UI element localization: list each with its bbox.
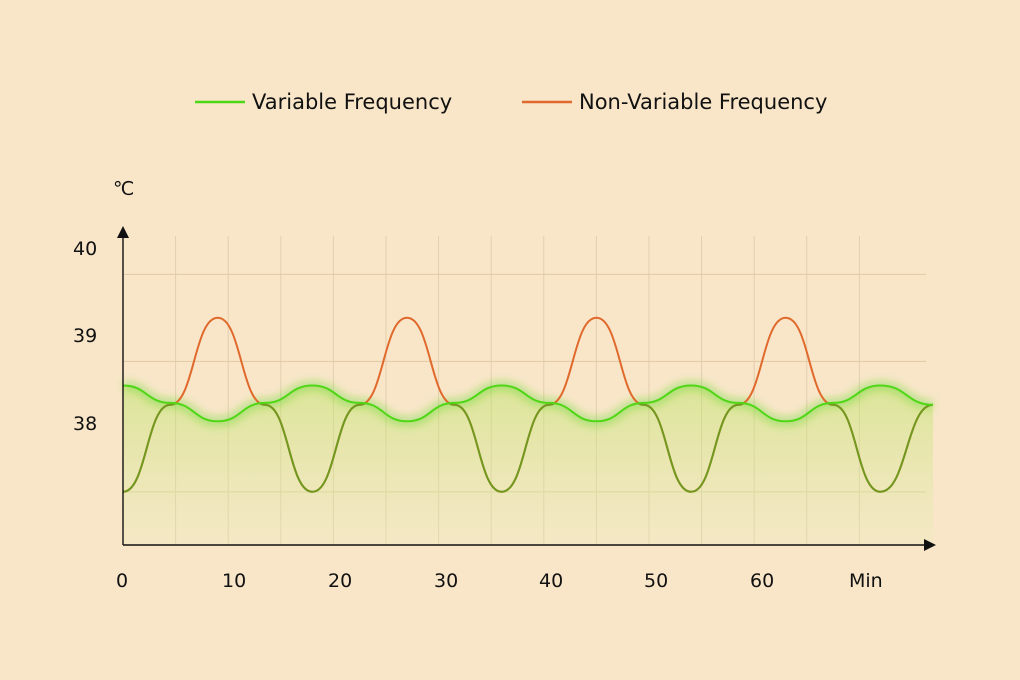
y-tick-label: 39 — [73, 325, 97, 347]
series-line-variable-frequency — [122, 384, 934, 423]
x-tick-label: 60 — [750, 570, 774, 592]
legend-label-variable: Variable Frequency — [252, 90, 452, 114]
x-tick-label: 20 — [328, 570, 352, 592]
y-tick-labels: 38 39 40 — [73, 238, 97, 435]
y-tick-label: 38 — [73, 413, 97, 435]
axes — [117, 226, 936, 551]
x-tick-label: 40 — [539, 570, 563, 592]
x-tick-labels: 0 10 20 30 40 50 60 Min — [116, 570, 883, 592]
y-axis-arrow — [117, 226, 129, 238]
area-fill — [123, 385, 933, 545]
x-axis-arrow — [924, 539, 936, 551]
variable-frequency-area — [123, 385, 933, 545]
x-tick-label: 30 — [434, 570, 458, 592]
y-tick-label: 40 — [73, 238, 97, 260]
legend-label-non-variable: Non-Variable Frequency — [579, 90, 827, 114]
x-tick-label: 10 — [222, 570, 246, 592]
series-lines — [122, 316, 934, 493]
x-tick-label: 50 — [644, 570, 668, 592]
series-line-non-variable-frequency-lower — [123, 403, 933, 493]
x-axis-unit-label: Min — [849, 570, 883, 592]
x-tick-label: 0 — [116, 570, 128, 592]
legend: Variable Frequency Non-Variable Frequenc… — [195, 90, 827, 114]
y-unit-label: ℃ — [113, 178, 134, 200]
